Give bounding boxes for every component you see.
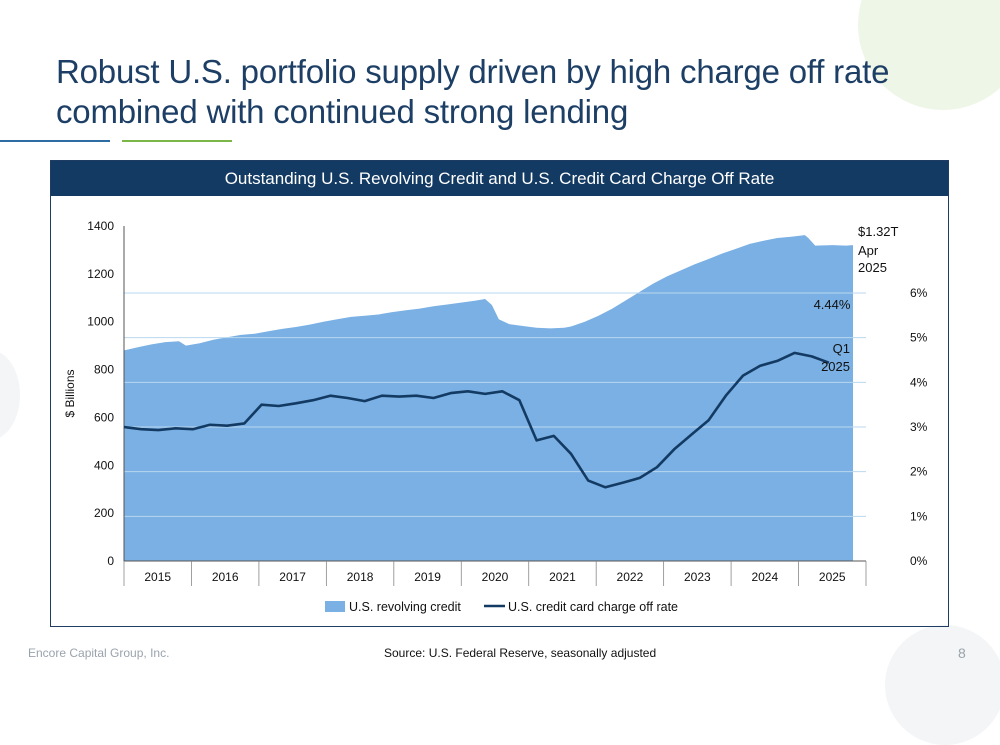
x-tick-label: 2023 bbox=[684, 570, 711, 584]
chart-panel: Outstanding U.S. Revolving Credit and U.… bbox=[50, 160, 949, 627]
x-tick-label: 2016 bbox=[212, 570, 239, 584]
line-series-charge-off-rate bbox=[123, 351, 830, 489]
annotation-charge-off-value: 4.44% bbox=[814, 297, 851, 312]
y2-tick-label: 1% bbox=[910, 509, 928, 523]
chart-canvas: 2015 2016 2017 2018 2019 2020 2021 2022 2023 2024… bbox=[63, 219, 928, 614]
y2-tick-label: 0% bbox=[910, 554, 928, 568]
area-series-revolving-credit bbox=[124, 235, 853, 561]
footer-source: Source: U.S. Federal Reserve, seasonally… bbox=[384, 646, 657, 660]
annotation-revolving-credit-year: 2025 bbox=[858, 260, 887, 275]
y-tick-label: 200 bbox=[94, 506, 114, 520]
title-divider-blue bbox=[0, 140, 110, 142]
page-number: 8 bbox=[958, 645, 966, 661]
x-tick-label: 2022 bbox=[617, 570, 644, 584]
annotation-charge-off-year: 2025 bbox=[821, 359, 850, 374]
x-tick-label: 2024 bbox=[751, 570, 778, 584]
y-tick-label: 1200 bbox=[87, 267, 114, 281]
y-tick-label: 400 bbox=[94, 458, 114, 472]
x-tick-label: 2019 bbox=[414, 570, 441, 584]
y-tick-label: 0 bbox=[107, 554, 114, 568]
y2-tick-label: 6% bbox=[910, 286, 928, 300]
y2-tick-label: 5% bbox=[910, 331, 928, 345]
footer-company: Encore Capital Group, Inc. bbox=[28, 646, 170, 660]
x-tick-label: 2021 bbox=[549, 570, 576, 584]
annotation-charge-off-quarter: Q1 bbox=[833, 341, 850, 356]
y2-tick-label: 4% bbox=[910, 375, 928, 389]
chart-title: Outstanding U.S. Revolving Credit and U.… bbox=[51, 161, 948, 196]
y-tick-label: 1400 bbox=[87, 219, 114, 233]
legend-label-revolving-credit: U.S. revolving credit bbox=[349, 600, 461, 614]
annotation-revolving-credit-value: $1.32T bbox=[858, 224, 899, 239]
y-tick-label: 600 bbox=[94, 410, 114, 424]
x-tick-label: 2018 bbox=[347, 570, 374, 584]
legend-label-charge-off-rate: U.S. credit card charge off rate bbox=[508, 600, 678, 614]
legend-swatch-revolving-credit bbox=[325, 601, 345, 612]
annotation-revolving-credit-month: Apr bbox=[858, 243, 879, 258]
x-tick-label: 2025 bbox=[819, 570, 846, 584]
decorative-circle bbox=[0, 350, 20, 440]
y2-tick-label: 2% bbox=[910, 465, 928, 479]
y-axis-label: $ Billions bbox=[63, 369, 77, 417]
x-tick-label: 2015 bbox=[144, 570, 171, 584]
y-tick-label: 800 bbox=[94, 363, 114, 377]
x-tick-label: 2017 bbox=[279, 570, 306, 584]
page-title: Robust U.S. portfolio supply driven by h… bbox=[56, 53, 890, 130]
y-tick-label: 1000 bbox=[87, 315, 114, 329]
x-tick-label: 2020 bbox=[482, 570, 509, 584]
title-divider-green bbox=[122, 140, 232, 142]
y2-tick-label: 3% bbox=[910, 420, 928, 434]
